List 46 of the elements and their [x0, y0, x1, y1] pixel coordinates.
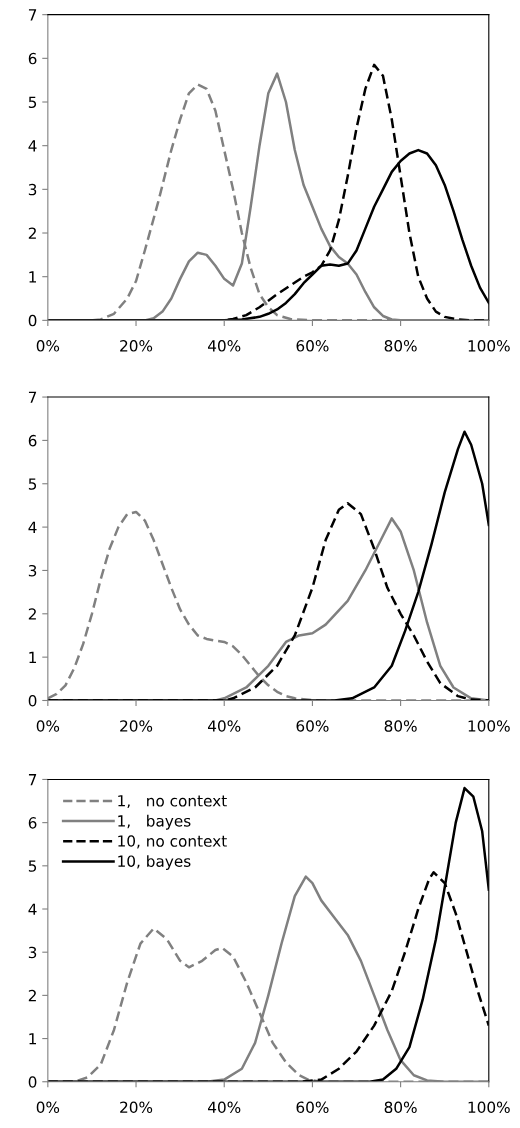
y-tick-label: 6 — [28, 52, 37, 65]
x-tick-label: 80% — [384, 720, 417, 732]
x-tick-label: 20% — [120, 1101, 153, 1114]
x-tick-label: 60% — [296, 1101, 329, 1114]
y-tick-label: 5 — [28, 860, 37, 872]
y-tick-label: 3 — [28, 946, 37, 959]
legend-label: 10, bayes — [118, 855, 191, 870]
y-tick-label: 7 — [28, 774, 37, 786]
y-tick-label: 1 — [29, 271, 37, 283]
x-tick-label: 100% — [468, 720, 510, 732]
y-tick-label: 7 — [28, 9, 37, 21]
y-tick-label: 0 — [28, 1076, 37, 1088]
y-tick-label: 5 — [28, 96, 37, 109]
legend-label: 1, bayes — [118, 814, 191, 830]
x-tick-label: 100% — [468, 1101, 510, 1114]
y-tick-label: 2 — [28, 989, 36, 1002]
x-tick-label: 0% — [36, 1101, 60, 1114]
x-tick-label: 0% — [36, 720, 60, 732]
y-tick-label: 3 — [28, 564, 37, 577]
y-tick-label: 0 — [28, 314, 37, 327]
legend-label: 10, no context — [118, 835, 227, 849]
y-tick-label: 0 — [28, 694, 37, 707]
y-tick-label: 1 — [29, 1033, 37, 1045]
x-tick-label: 40% — [207, 340, 241, 352]
x-tick-label: 100% — [468, 340, 510, 352]
y-tick-label: 4 — [28, 903, 37, 915]
y-tick-label: 2 — [28, 608, 36, 620]
x-tick-label: 80% — [384, 1101, 417, 1114]
x-tick-label: 0% — [36, 340, 60, 352]
y-tick-label: 1 — [29, 651, 37, 663]
x-tick-label: 80% — [384, 340, 417, 352]
x-tick-label: 20% — [120, 720, 153, 732]
x-tick-label: 40% — [207, 1101, 241, 1114]
x-tick-label: 60% — [296, 720, 329, 732]
x-tick-label: 60% — [296, 340, 329, 352]
y-tick-label: 5 — [28, 478, 37, 490]
y-tick-label: 3 — [28, 183, 37, 196]
y-tick-label: 2 — [28, 227, 36, 239]
x-tick-label: 20% — [120, 340, 153, 352]
y-tick-label: 6 — [28, 817, 37, 829]
x-tick-label: 40% — [207, 720, 241, 732]
y-tick-label: 4 — [28, 140, 37, 152]
y-tick-label: 7 — [28, 391, 37, 403]
y-tick-label: 4 — [28, 521, 37, 533]
y-tick-label: 6 — [28, 434, 37, 447]
legend-label: 1, no context — [118, 795, 227, 809]
